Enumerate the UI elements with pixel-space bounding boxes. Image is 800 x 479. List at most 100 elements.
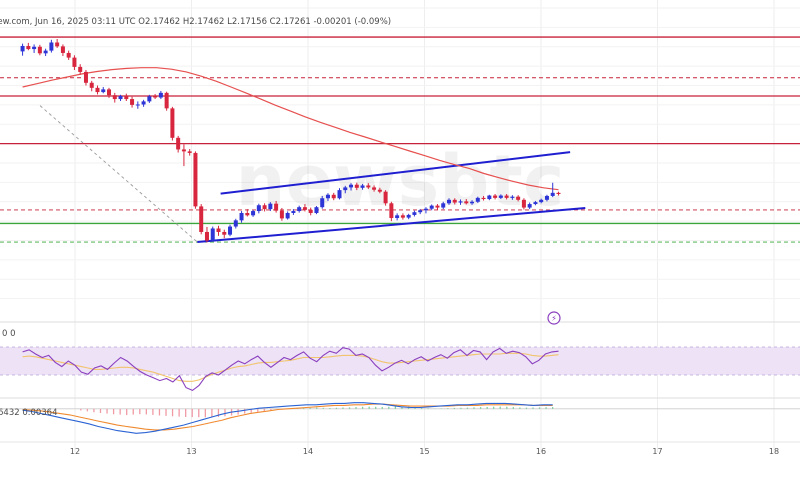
candle: [291, 209, 296, 215]
macd-signal-line: [22, 403, 553, 431]
candle-body: [164, 92, 169, 109]
candle: [504, 194, 509, 200]
time-axis: 12 13 14 15 16 17 18: [0, 441, 800, 456]
candle-body: [228, 226, 233, 235]
candle: [366, 183, 371, 189]
candle-body: [320, 198, 325, 208]
candle: [343, 185, 348, 194]
candle-body: [26, 45, 31, 50]
candle-body: [481, 197, 486, 200]
candle-body: [32, 46, 37, 50]
candle: [481, 195, 486, 201]
candle: [147, 94, 152, 103]
candle-body: [360, 185, 365, 188]
candle: [297, 205, 302, 213]
candle: [320, 195, 325, 209]
candle: [78, 64, 83, 75]
candle: [556, 191, 561, 196]
candle-body: [170, 108, 175, 138]
candle-body: [337, 190, 342, 199]
candle: [550, 182, 555, 198]
time-axis-tick-label: 14: [303, 447, 313, 456]
candle-body: [83, 71, 88, 83]
candle-body: [95, 87, 100, 93]
candle-body: [400, 215, 405, 218]
candle: [89, 80, 94, 92]
candle: [325, 193, 330, 201]
candle: [274, 200, 279, 213]
candle-body: [325, 194, 330, 199]
candle: [487, 194, 492, 201]
candle-body: [274, 203, 279, 211]
candle: [60, 44, 65, 57]
candle: [429, 204, 434, 211]
candle: [222, 229, 227, 239]
candle: [262, 203, 267, 212]
candle-body: [383, 191, 388, 204]
trendlines: [39, 105, 586, 244]
candle-body: [130, 99, 135, 105]
status-marker[interactable]: ⚡: [547, 311, 561, 325]
candle-body: [78, 66, 83, 72]
rsi-line: [22, 347, 559, 392]
candle-body: [199, 206, 204, 232]
candle-body: [331, 194, 336, 199]
candle: [395, 213, 400, 221]
candle: [95, 85, 100, 95]
candle: [349, 183, 354, 191]
candle: [141, 99, 146, 107]
candle: [377, 187, 382, 194]
candle: [527, 202, 532, 210]
candle: [101, 87, 106, 94]
candle: [130, 96, 135, 108]
candle-body: [268, 203, 273, 210]
candle: [245, 209, 250, 217]
candle-body: [435, 205, 440, 208]
time-axis-tick-label: 12: [70, 447, 80, 456]
candlesticks: [20, 39, 561, 243]
candle-body: [366, 185, 371, 188]
candle: [464, 199, 469, 205]
candle-body: [37, 46, 42, 54]
candle-body: [297, 207, 302, 212]
candle: [107, 87, 112, 98]
candle-body: [43, 50, 48, 54]
candle: [331, 192, 336, 201]
candle: [446, 198, 451, 205]
candle-body: [302, 207, 307, 210]
candle-body: [245, 212, 250, 216]
candle-body: [516, 196, 521, 200]
candle-body: [458, 201, 463, 203]
candle-body: [153, 96, 158, 98]
candle-body: [135, 104, 140, 106]
channel-lower-trendline: [197, 206, 586, 244]
candle-body: [441, 203, 446, 208]
candle: [493, 194, 498, 200]
macd-panel: [0, 402, 800, 434]
candle: [418, 209, 423, 215]
candle-body: [354, 184, 359, 188]
candle: [176, 135, 181, 153]
candle: [544, 194, 549, 202]
candle: [412, 210, 417, 217]
candle-body: [475, 197, 480, 202]
candle: [539, 198, 544, 204]
candle-body: [395, 215, 400, 219]
status-marker-circle[interactable]: [547, 311, 561, 325]
candle: [372, 185, 377, 192]
candle: [337, 188, 342, 200]
candle: [475, 196, 480, 203]
candle-body: [493, 195, 498, 198]
candle: [510, 195, 515, 200]
candle-body: [418, 210, 423, 213]
candle-body: [452, 199, 457, 203]
candle: [135, 101, 140, 109]
time-axis-tick-label: 16: [536, 447, 546, 456]
candle: [170, 106, 175, 141]
candle-body: [49, 42, 54, 51]
candle: [112, 92, 117, 103]
candle-body: [204, 231, 209, 241]
candle-body: [176, 137, 181, 150]
candle: [187, 149, 192, 156]
